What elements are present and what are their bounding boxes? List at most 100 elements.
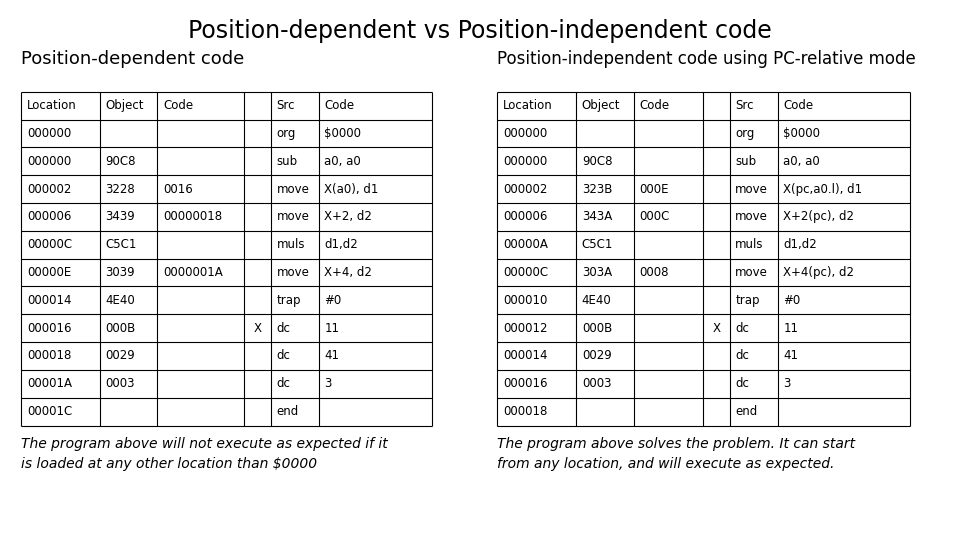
- Text: 41: 41: [324, 349, 340, 362]
- Text: X+2, d2: X+2, d2: [324, 211, 372, 224]
- Text: 000002: 000002: [503, 183, 547, 195]
- Text: move: move: [735, 266, 768, 279]
- Text: d1,d2: d1,d2: [324, 238, 358, 251]
- Text: 90C8: 90C8: [106, 155, 136, 168]
- Text: #0: #0: [783, 294, 801, 307]
- Text: sub: sub: [276, 155, 298, 168]
- Text: 90C8: 90C8: [582, 155, 612, 168]
- Text: 000010: 000010: [503, 294, 547, 307]
- Text: 000002: 000002: [27, 183, 71, 195]
- Text: 00000E: 00000E: [27, 266, 71, 279]
- Text: Code: Code: [639, 99, 669, 112]
- Text: $0000: $0000: [324, 127, 362, 140]
- Text: Position-dependent vs Position-independent code: Position-dependent vs Position-independe…: [188, 19, 772, 43]
- Text: Position-independent code using PC-relative mode: Position-independent code using PC-relat…: [497, 50, 916, 68]
- Text: 11: 11: [324, 322, 340, 335]
- Text: 0029: 0029: [582, 349, 612, 362]
- Text: X: X: [712, 322, 720, 335]
- Text: 323B: 323B: [582, 183, 612, 195]
- Text: 000000: 000000: [27, 155, 71, 168]
- Text: move: move: [735, 183, 768, 195]
- Text: org: org: [735, 127, 755, 140]
- Text: trap: trap: [735, 294, 760, 307]
- Text: 000016: 000016: [27, 322, 71, 335]
- Text: 000018: 000018: [27, 349, 71, 362]
- Text: 0003: 0003: [582, 377, 612, 390]
- Text: X+4(pc), d2: X+4(pc), d2: [783, 266, 854, 279]
- Text: a0, a0: a0, a0: [324, 155, 361, 168]
- Text: Location: Location: [503, 99, 553, 112]
- Text: 000B: 000B: [582, 322, 612, 335]
- Text: 3: 3: [783, 377, 791, 390]
- Text: Src: Src: [276, 99, 295, 112]
- Text: 3: 3: [324, 377, 332, 390]
- Text: X(a0), d1: X(a0), d1: [324, 183, 379, 195]
- Text: trap: trap: [276, 294, 301, 307]
- Text: 000006: 000006: [27, 211, 71, 224]
- Text: 00000C: 00000C: [27, 238, 72, 251]
- Text: Code: Code: [783, 99, 813, 112]
- Text: 00000C: 00000C: [503, 266, 548, 279]
- Text: sub: sub: [735, 155, 756, 168]
- Text: 000C: 000C: [639, 211, 670, 224]
- Text: 00001C: 00001C: [27, 405, 72, 418]
- Text: 000012: 000012: [503, 322, 547, 335]
- Text: X+2(pc), d2: X+2(pc), d2: [783, 211, 854, 224]
- Text: dc: dc: [276, 349, 290, 362]
- Text: X: X: [253, 322, 261, 335]
- Text: Code: Code: [324, 99, 354, 112]
- Text: move: move: [276, 211, 309, 224]
- Text: move: move: [276, 183, 309, 195]
- Text: dc: dc: [735, 349, 749, 362]
- Text: Position-dependent code: Position-dependent code: [21, 50, 245, 68]
- Text: end: end: [735, 405, 757, 418]
- Text: Object: Object: [106, 99, 144, 112]
- Text: X(pc,a0.l), d1: X(pc,a0.l), d1: [783, 183, 862, 195]
- Text: 0016: 0016: [163, 183, 193, 195]
- Text: #0: #0: [324, 294, 342, 307]
- Text: 000018: 000018: [503, 405, 547, 418]
- Text: 000B: 000B: [106, 322, 136, 335]
- Text: 0000001A: 0000001A: [163, 266, 223, 279]
- Text: 3228: 3228: [106, 183, 135, 195]
- Text: 0003: 0003: [106, 377, 135, 390]
- Text: dc: dc: [735, 377, 749, 390]
- Text: 000000: 000000: [503, 155, 547, 168]
- Text: 000016: 000016: [503, 377, 547, 390]
- Text: The program above solves the problem. It can start
from any location, and will e: The program above solves the problem. It…: [497, 437, 855, 471]
- Text: The program above will not execute as expected if it
is loaded at any other loca: The program above will not execute as ex…: [21, 437, 388, 471]
- Text: C5C1: C5C1: [106, 238, 137, 251]
- Text: end: end: [276, 405, 299, 418]
- Text: 000000: 000000: [503, 127, 547, 140]
- Text: 0008: 0008: [639, 266, 669, 279]
- Text: d1,d2: d1,d2: [783, 238, 817, 251]
- Text: Object: Object: [582, 99, 620, 112]
- Text: 00001A: 00001A: [27, 377, 72, 390]
- Text: 303A: 303A: [582, 266, 612, 279]
- Text: muls: muls: [735, 238, 764, 251]
- Text: 3439: 3439: [106, 211, 135, 224]
- Text: $0000: $0000: [783, 127, 821, 140]
- Text: 4E40: 4E40: [582, 294, 612, 307]
- Text: dc: dc: [276, 322, 290, 335]
- Text: 41: 41: [783, 349, 799, 362]
- Text: org: org: [276, 127, 296, 140]
- Text: 3039: 3039: [106, 266, 135, 279]
- Text: move: move: [276, 266, 309, 279]
- Text: dc: dc: [735, 322, 749, 335]
- Text: 000006: 000006: [503, 211, 547, 224]
- Text: 000014: 000014: [27, 294, 71, 307]
- Text: 343A: 343A: [582, 211, 612, 224]
- Text: 000014: 000014: [503, 349, 547, 362]
- Text: move: move: [735, 211, 768, 224]
- Text: 00000A: 00000A: [503, 238, 548, 251]
- Bar: [497, 92, 910, 426]
- Bar: [21, 92, 432, 426]
- Text: 4E40: 4E40: [106, 294, 135, 307]
- Text: C5C1: C5C1: [582, 238, 613, 251]
- Text: dc: dc: [276, 377, 290, 390]
- Text: Src: Src: [735, 99, 754, 112]
- Text: muls: muls: [276, 238, 305, 251]
- Text: 00000018: 00000018: [163, 211, 223, 224]
- Text: Location: Location: [27, 99, 77, 112]
